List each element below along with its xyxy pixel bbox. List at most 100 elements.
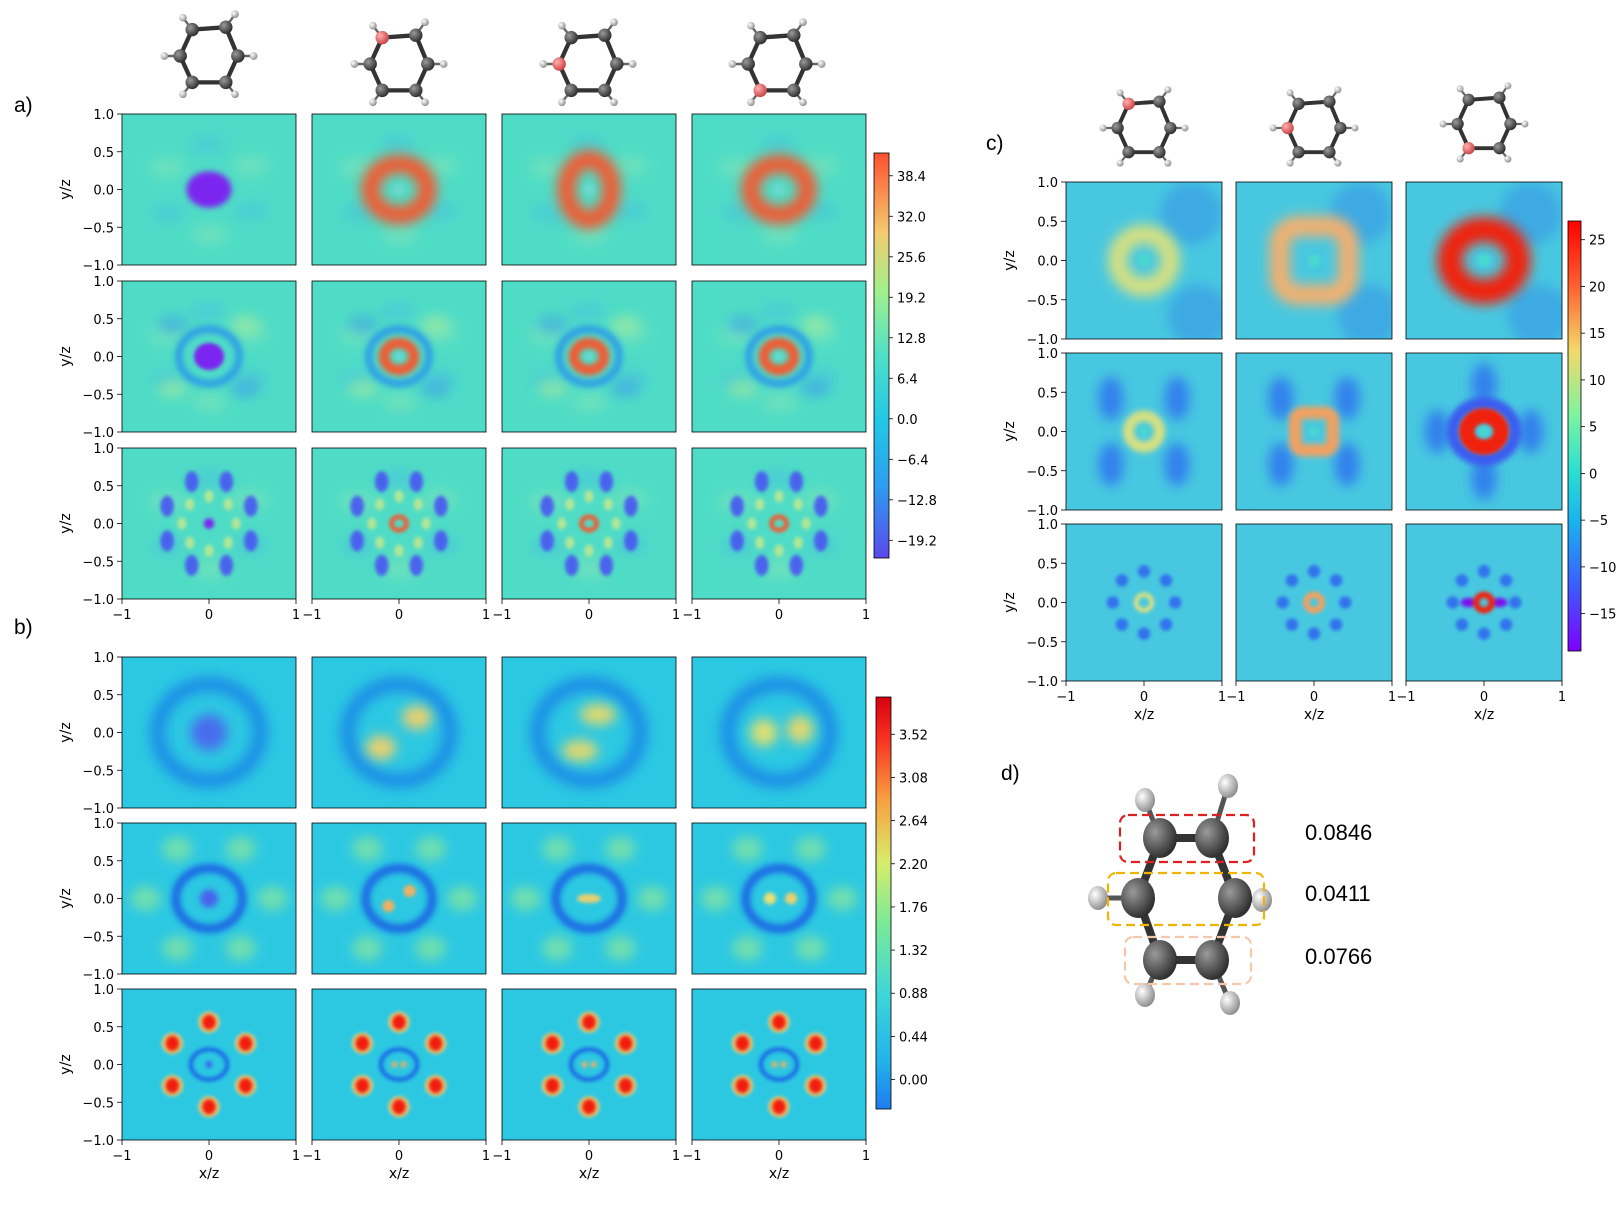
colorbar-tick-label: −19.2 [897, 534, 937, 549]
y-tick-label: 0.5 [1037, 386, 1058, 401]
x-tick-label: 0 [585, 1149, 593, 1164]
heatmap-frame [311, 822, 487, 975]
colorbar-b [875, 696, 892, 1110]
x-tick-label: 0 [775, 608, 783, 623]
y-axis-label: y/z [58, 888, 74, 908]
x-tick-label: −1 [302, 1149, 321, 1164]
x-axis-label: x/z [1134, 707, 1154, 723]
heatmap-c-r1-c3 [1406, 182, 1562, 339]
heatmap-frame [501, 280, 677, 433]
heatmap-frame [501, 822, 677, 975]
panel-a-heatmaps: 1.0 0.5 0.0 −0.5 −1.0 y/z 1.0 0.5 0.0 −0.5 −1.0 y/z… [58, 108, 937, 623]
x-tick-label: −1 [492, 1149, 511, 1164]
y-axis-label: y/z [58, 1054, 74, 1074]
y-tick-label: −0.5 [82, 555, 114, 570]
heatmap-frame [501, 656, 677, 809]
y-tick-label: 0.0 [93, 518, 114, 533]
y-tick-label: −1.0 [82, 968, 114, 983]
x-tick-label: 1 [1218, 690, 1226, 705]
heatmap-c-r1-c1 [1066, 182, 1222, 339]
heatmap-a-r1-c2 [312, 114, 486, 265]
y-tick-label: 0.5 [1037, 215, 1058, 230]
panel-b-heatmaps: 1.0 0.5 0.0 −0.5 −1.0 y/z 1.0 0.5 0.0 −0.5 −1.0 y/z… [58, 651, 928, 1182]
region-box-middle [1106, 871, 1266, 927]
colorbar-tick-label: 1.32 [899, 944, 928, 959]
heatmap-frame [311, 656, 487, 809]
x-axis-label: x/z [1474, 707, 1494, 723]
heatmap-a-r2-c3 [502, 281, 676, 432]
molecule-c-col3-icon [1439, 82, 1529, 163]
heatmap-b-r2-c4 [692, 823, 866, 974]
heatmap-a-r2-c4 [692, 281, 866, 432]
x-tick-label: −1 [112, 608, 131, 623]
colorbar-tick-label: 0.88 [899, 987, 928, 1002]
x-tick-label: 1 [862, 608, 870, 623]
x-tick-label: 1 [672, 1149, 680, 1164]
heatmap-frame [1235, 181, 1393, 340]
colorbar-tick-label: −5 [1589, 514, 1608, 529]
heatmap-frame [311, 113, 487, 266]
y-tick-label: −0.5 [82, 764, 114, 779]
y-tick-label: −1.0 [1026, 333, 1058, 348]
heatmap-b-r2-c3 [502, 823, 676, 974]
heatmap-c-r1-c2 [1236, 182, 1392, 339]
panel-b-label: b) [14, 616, 33, 639]
heatmap-a-r1-c1 [122, 114, 296, 265]
molecule-c-col1-icon [1099, 86, 1189, 167]
panel-c-label: c) [986, 132, 1004, 155]
heatmap-b-r3-c3 [502, 989, 676, 1140]
x-axis-label: x/z [579, 1166, 599, 1182]
y-tick-label: −0.5 [82, 388, 114, 403]
y-axis-label: y/z [1002, 592, 1018, 612]
x-tick-label: 1 [1558, 690, 1566, 705]
y-tick-label: −1.0 [82, 593, 114, 608]
y-tick-label: 1.0 [93, 108, 114, 123]
x-tick-label: 1 [292, 608, 300, 623]
x-tick-label: −1 [302, 608, 321, 623]
heatmap-a-r3-c3 [502, 448, 676, 599]
y-tick-label: 1.0 [93, 817, 114, 832]
y-tick-label: 0.5 [93, 1021, 114, 1036]
x-axis-label: x/z [199, 1166, 219, 1182]
heatmap-a-r3-c2 [312, 448, 486, 599]
x-tick-label: −1 [682, 1149, 701, 1164]
heatmap-b-r3-c1 [122, 989, 296, 1140]
x-tick-label: 1 [1388, 690, 1396, 705]
heatmap-a-r3-c4 [692, 448, 866, 599]
x-tick-label: 0 [395, 1149, 403, 1164]
heatmap-a-r2-c2 [312, 281, 486, 432]
y-tick-label: 0.0 [93, 1059, 114, 1074]
x-tick-label: 0 [775, 1149, 783, 1164]
y-tick-label: 0.5 [93, 689, 114, 704]
region-value-top: 0.0846 [1305, 820, 1372, 845]
y-tick-label: −0.5 [1026, 294, 1058, 309]
x-tick-label: 0 [205, 1149, 213, 1164]
heatmap-b-r3-c4 [692, 989, 866, 1140]
molecule-c-col2-icon [1269, 86, 1359, 167]
x-axis-label: x/z [769, 1166, 789, 1182]
x-tick-label: −1 [1396, 690, 1415, 705]
molecule-a-col1-icon [160, 10, 258, 99]
heatmap-frame [501, 113, 677, 266]
colorbar-tick-label: 32.0 [897, 210, 926, 225]
y-axis-label: y/z [58, 513, 74, 533]
y-tick-label: 0.0 [1037, 597, 1058, 612]
colorbar-tick-label: 1.76 [899, 901, 928, 916]
x-tick-label: 1 [482, 608, 490, 623]
x-axis-label: x/z [389, 1166, 409, 1182]
colorbar-tick-label: 12.8 [897, 332, 926, 347]
y-tick-label: 0.5 [93, 313, 114, 328]
y-axis-label: y/z [58, 722, 74, 742]
y-tick-label: 1.0 [1037, 176, 1058, 191]
colorbar-tick-label: 38.4 [897, 170, 926, 185]
heatmap-a-r3-c1 [122, 448, 296, 599]
heatmap-c-r3-c3 [1406, 524, 1562, 681]
y-axis-label: y/z [58, 179, 74, 199]
y-tick-label: 1.0 [93, 275, 114, 290]
heatmap-c-r2-c3 [1406, 353, 1562, 510]
colorbar-tick-label: 0 [1589, 467, 1597, 482]
colorbar-tick-label: 15 [1589, 327, 1606, 342]
y-tick-label: −0.5 [1026, 465, 1058, 480]
colorbar-c [1567, 220, 1582, 652]
heatmap-a-r1-c4 [692, 114, 866, 265]
